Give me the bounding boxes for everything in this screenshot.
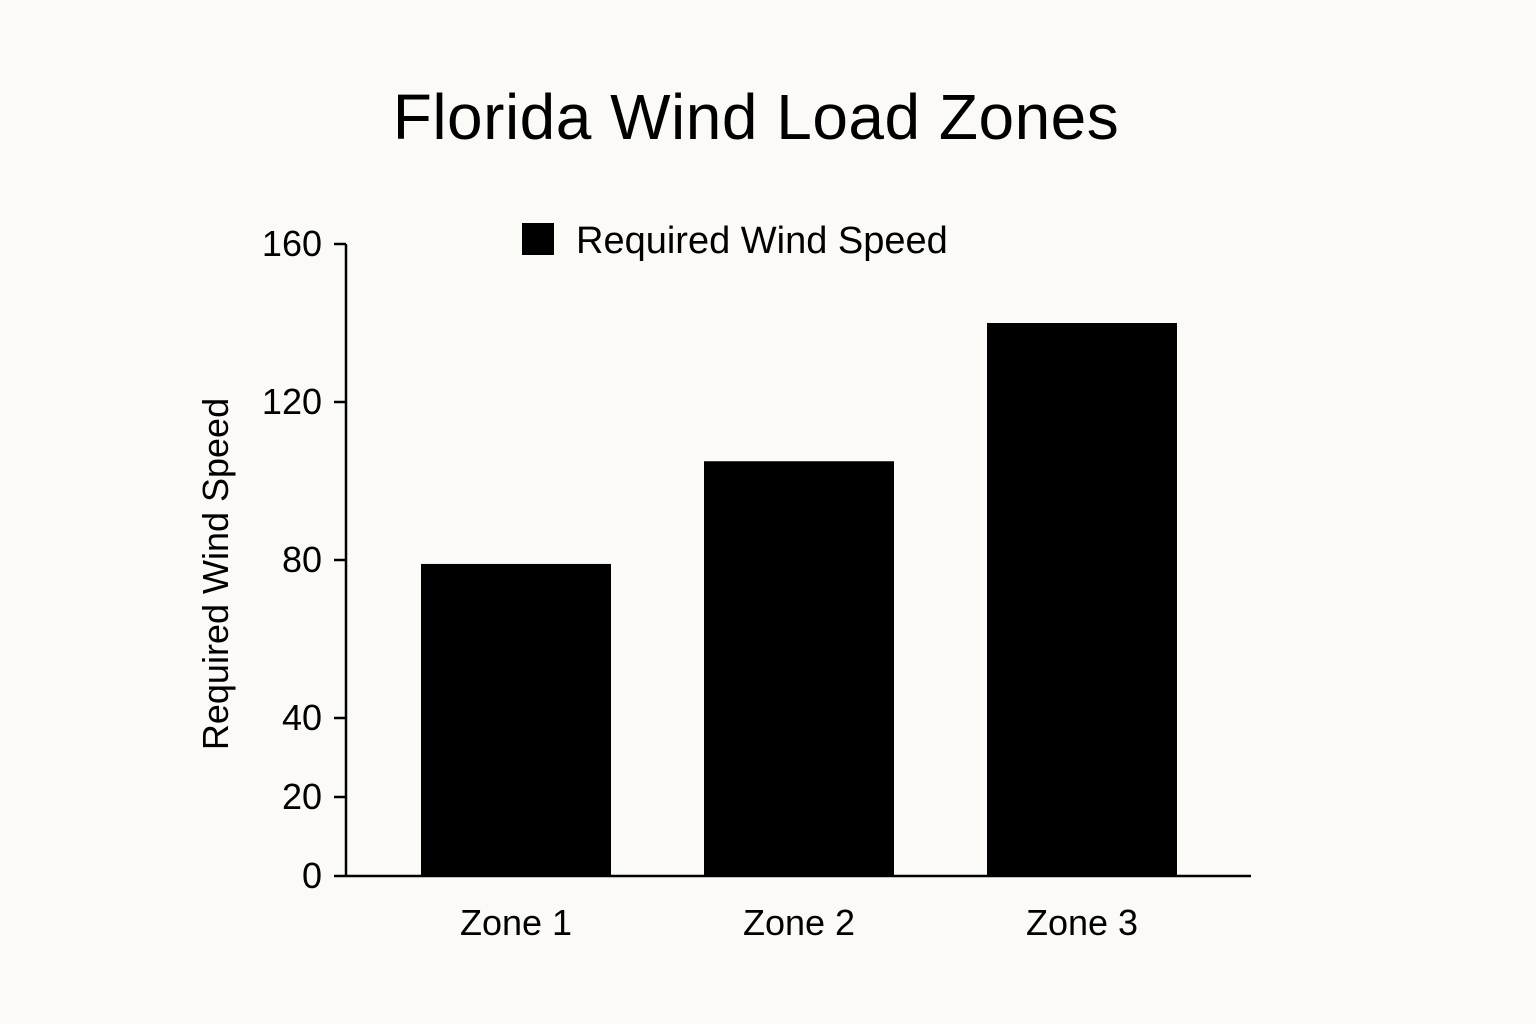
y-tick-label: 80 — [282, 539, 322, 580]
y-tick-label: 120 — [262, 381, 322, 422]
bar-zone-2 — [704, 461, 894, 876]
axes: 0 20 40 80 120 160 Required Wind Speed Zone 1 Zo… — [195, 223, 1251, 943]
legend: Required Wind Speed — [522, 220, 948, 262]
legend-label: Required Wind Speed — [576, 220, 948, 262]
x-tick-label: Zone 2 — [743, 902, 855, 943]
legend-swatch — [522, 223, 554, 255]
bar-zone-3 — [987, 323, 1177, 876]
y-tick-label: 0 — [302, 855, 322, 896]
y-tick-label: 20 — [282, 776, 322, 817]
x-tick-label: Zone 3 — [1026, 902, 1138, 943]
y-axis-title: Required Wind Speed — [195, 398, 236, 750]
chart-title: Florida Wind Load Zones — [392, 81, 1120, 153]
x-tick-label: Zone 1 — [460, 902, 572, 943]
bars — [421, 323, 1177, 876]
y-tick-label: 40 — [282, 697, 322, 738]
y-tick-label: 160 — [262, 223, 322, 264]
bar-zone-1 — [421, 563, 611, 876]
